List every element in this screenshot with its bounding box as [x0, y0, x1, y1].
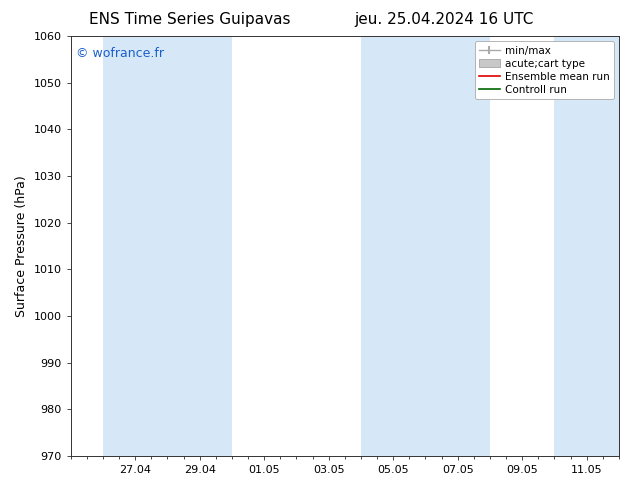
Text: jeu. 25.04.2024 16 UTC: jeu. 25.04.2024 16 UTC — [354, 12, 533, 27]
Text: © wofrance.fr: © wofrance.fr — [76, 47, 164, 60]
Text: ENS Time Series Guipavas: ENS Time Series Guipavas — [89, 12, 291, 27]
Y-axis label: Surface Pressure (hPa): Surface Pressure (hPa) — [15, 175, 28, 317]
Bar — [555, 36, 619, 456]
Bar — [361, 36, 490, 456]
Legend: min/max, acute;cart type, Ensemble mean run, Controll run: min/max, acute;cart type, Ensemble mean … — [475, 41, 614, 99]
Bar — [103, 36, 232, 456]
